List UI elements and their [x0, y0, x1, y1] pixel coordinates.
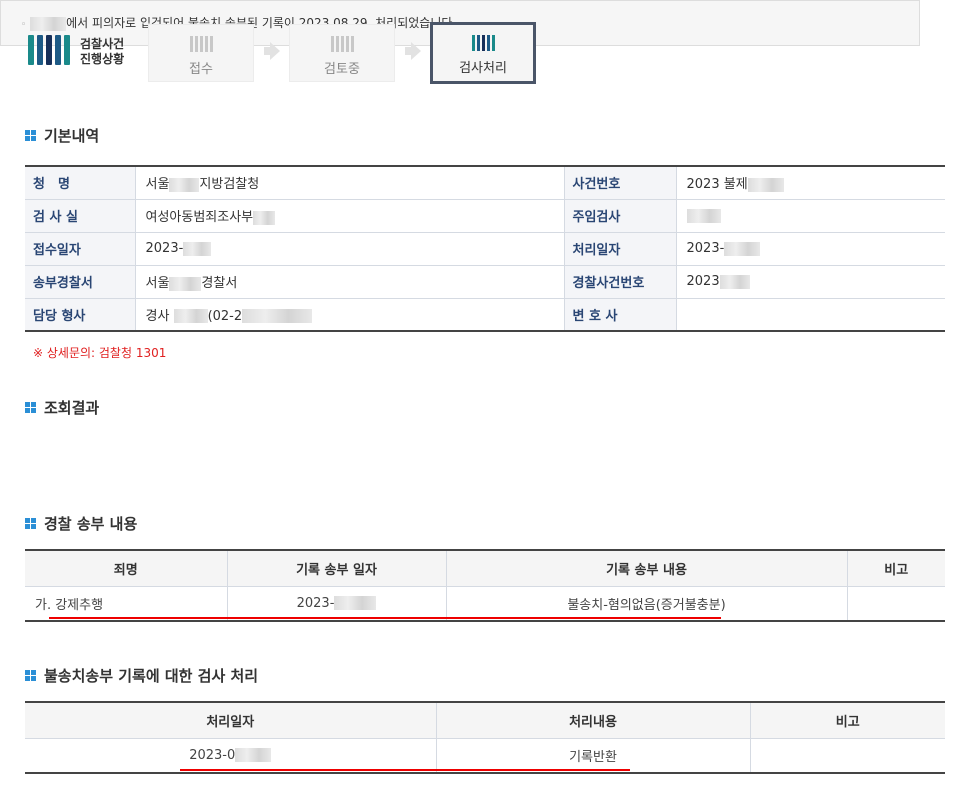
label: 송부경찰서 [25, 265, 136, 299]
table-header-row: 죄명 기록 송부 일자 기록 송부 내용 비고 [25, 550, 945, 587]
step-label: 접수 [189, 62, 213, 77]
value: 서울 경찰서 [134, 265, 565, 299]
step-label: 검사처리 [459, 61, 507, 76]
table-row: 송부경찰서 서울 경찰서 경찰사건번호 2023 [25, 265, 945, 299]
section-title: 경찰 송부 내용 [44, 515, 138, 533]
cell-date: 2023- [226, 586, 447, 622]
label: 검 사 실 [25, 199, 136, 233]
section-basic-title: 기본내역 [25, 125, 99, 146]
table-header-row: 처리일자 처리내용 비고 [25, 702, 945, 739]
value: 서울 지방검찰청 [134, 166, 565, 200]
result-text: 에서 피의자로 입건되어 불송치 송부된 기록이 2023.08.29. 처리되… [66, 16, 457, 30]
highlight-underline [49, 617, 721, 619]
step-reviewing: 검토중 [289, 24, 395, 82]
logo-line2: 진행상황 [80, 52, 125, 66]
column-header: 처리내용 [435, 702, 751, 739]
table-row: 가. 강제추행 2023- 불송치-혐의없음(증거불충분) [25, 586, 945, 622]
value [675, 298, 945, 332]
table-row: 2023-0 기록반환 [25, 738, 945, 774]
value [675, 199, 945, 233]
arrow-right-icon [264, 42, 280, 60]
label: 처리일자 [563, 232, 677, 266]
table-row: 담당 형사 경사 (02-2 변 호 사 [25, 298, 945, 332]
logo-line1: 검찰사건 [80, 37, 125, 51]
cell-remark [846, 586, 945, 622]
label: 변 호 사 [563, 298, 677, 332]
table-row: 검 사 실 여성아동범죄조사부 주임검사 [25, 199, 945, 233]
label: 담당 형사 [25, 298, 136, 332]
cell-date: 2023-0 [25, 738, 437, 774]
cell-remark [749, 738, 945, 774]
step-prosecutor-processing: 검사처리 [430, 22, 536, 84]
section-icon [25, 402, 36, 413]
section-icon [25, 130, 36, 141]
value: 2023 불제 [675, 166, 945, 200]
step-label: 검토중 [324, 62, 360, 77]
step-icon [290, 36, 394, 52]
cell-content: 기록반환 [435, 738, 751, 774]
value: 2023 [675, 265, 945, 299]
column-header: 비고 [749, 702, 945, 739]
step-icon [433, 35, 533, 51]
column-header: 죄명 [25, 550, 228, 587]
column-header: 처리일자 [25, 702, 437, 739]
table-row: 접수일자 2023- 처리일자 2023- [25, 232, 945, 266]
cell-charge: 가. 강제추행 [25, 586, 228, 622]
logo-icon [28, 35, 70, 65]
section-icon [25, 670, 36, 681]
label: 접수일자 [25, 232, 136, 266]
logo-text: 검찰사건 진행상황 [80, 37, 124, 67]
step-icon [149, 36, 253, 52]
label: 청 명 [25, 166, 136, 200]
step-received: 접수 [148, 24, 254, 82]
section-police-title: 경찰 송부 내용 [25, 513, 137, 534]
highlight-underline [180, 769, 630, 771]
contact-note: ※ 상세문의: 검찰청 1301 [33, 346, 167, 360]
section-title: 불송치송부 기록에 대한 검사 처리 [44, 667, 259, 685]
column-header: 비고 [846, 550, 945, 587]
label: 주임검사 [563, 199, 677, 233]
table-row: 청 명 서울 지방검찰청 사건번호 2023 불제 [25, 166, 945, 200]
basic-info-table: 청 명 서울 지방검찰청 사건번호 2023 불제 검 사 실 여성아동범죄조사부… [25, 165, 945, 332]
section-icon [25, 518, 36, 529]
section-title: 조회결과 [44, 399, 100, 417]
section-result-title: 조회결과 [25, 397, 99, 418]
cell-content: 불송치-혐의없음(증거불충분) [445, 586, 848, 622]
section-processing-title: 불송치송부 기록에 대한 검사 처리 [25, 665, 258, 686]
prosecutor-processing-table: 처리일자 처리내용 비고 2023-0 기록반환 [25, 701, 945, 774]
column-header: 기록 송부 내용 [445, 550, 848, 587]
value: 경사 (02-2 [134, 298, 565, 332]
arrow-right-icon [405, 42, 421, 60]
value: 여성아동범죄조사부 [134, 199, 565, 233]
column-header: 기록 송부 일자 [226, 550, 447, 587]
value: 2023- [675, 232, 945, 266]
label: 경찰사건번호 [563, 265, 677, 299]
section-title: 기본내역 [44, 127, 100, 145]
value: 2023- [134, 232, 565, 266]
label: 사건번호 [563, 166, 677, 200]
police-transfer-table: 죄명 기록 송부 일자 기록 송부 내용 비고 가. 강제추행 2023- 불송… [25, 549, 945, 622]
bullet: ◦ [21, 20, 27, 30]
